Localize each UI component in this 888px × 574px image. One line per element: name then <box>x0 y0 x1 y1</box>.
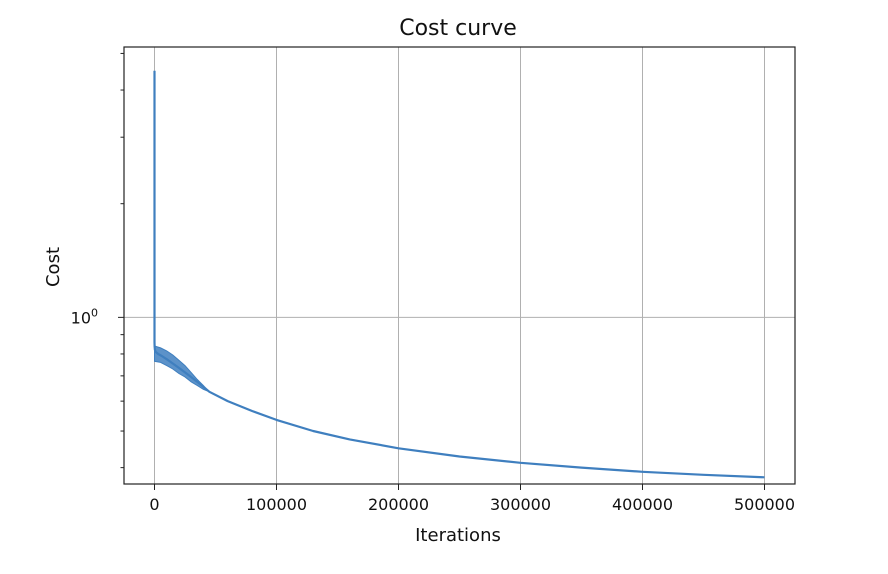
x-tick-label: 0 <box>149 495 159 514</box>
y-axis-label: Cost <box>43 247 64 287</box>
x-axis-label: Iterations <box>415 525 501 546</box>
chart-title: Cost curve <box>399 16 517 41</box>
x-tick-label: 400000 <box>612 495 673 514</box>
x-tick-label: 200000 <box>368 495 429 514</box>
x-tick-label: 100000 <box>246 495 307 514</box>
x-tick-label: 300000 <box>490 495 551 514</box>
axis-ticks: 0 100000 200000 300000 400000 500000 100 <box>71 52 795 514</box>
grid <box>124 47 795 484</box>
y-tick-label: 100 <box>71 306 98 327</box>
y-tick-exponent: 0 <box>91 306 98 319</box>
plot-frame <box>123 46 796 485</box>
series-layer <box>153 70 765 479</box>
x-tick-label: 500000 <box>734 495 795 514</box>
cost-series-line <box>153 70 765 479</box>
